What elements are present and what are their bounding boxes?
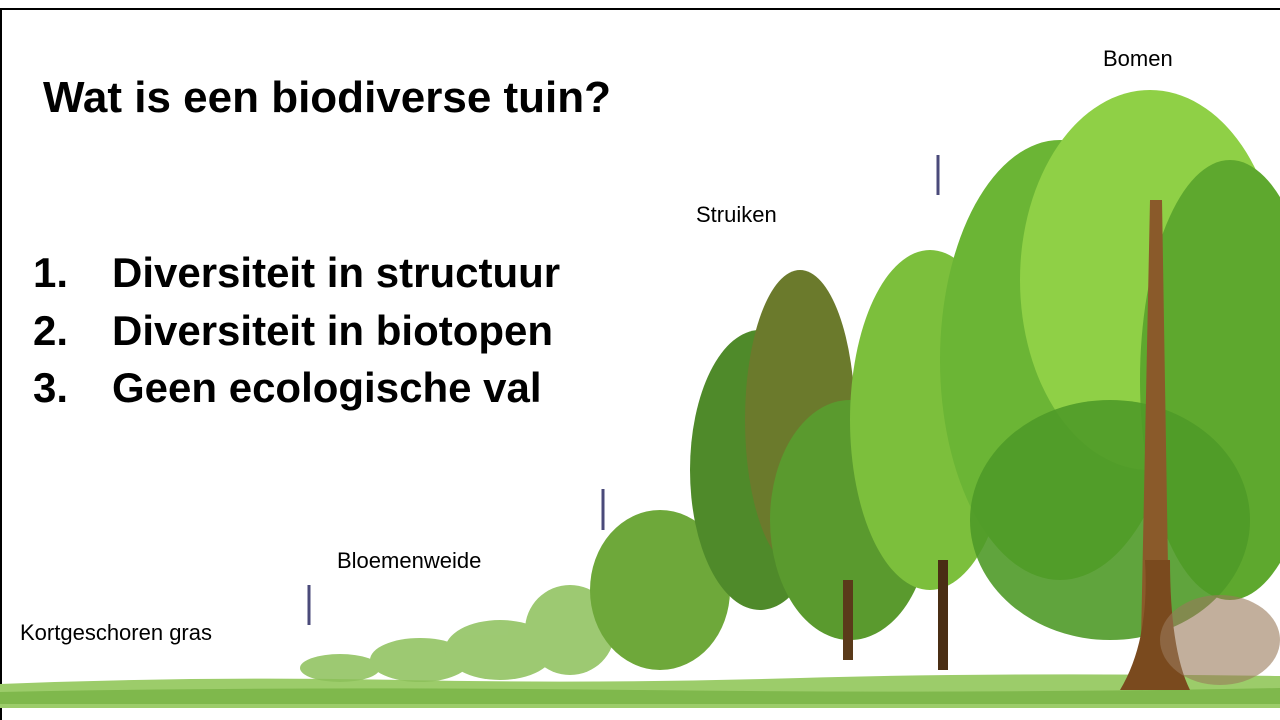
list-text: Diversiteit in structuur (112, 249, 560, 296)
list-number: 2. (33, 307, 68, 354)
zone-label: Kortgeschoren gras (20, 620, 212, 645)
zone-label: Bloemenweide (337, 548, 481, 573)
list-text: Geen ecologische val (112, 364, 542, 411)
list-number: 1. (33, 249, 68, 296)
zone-label: Struiken (696, 202, 777, 227)
list: 1. Diversiteit in structuur 2. Diversite… (33, 249, 560, 411)
slide-title: Wat is een biodiverse tuin? (43, 73, 611, 122)
zone-label: Bomen (1103, 46, 1173, 71)
slide: Wat is een biodiverse tuin? 1. Diversite… (0, 0, 1280, 720)
list-number: 3. (33, 364, 68, 411)
list-text: Diversiteit in biotopen (112, 307, 553, 354)
